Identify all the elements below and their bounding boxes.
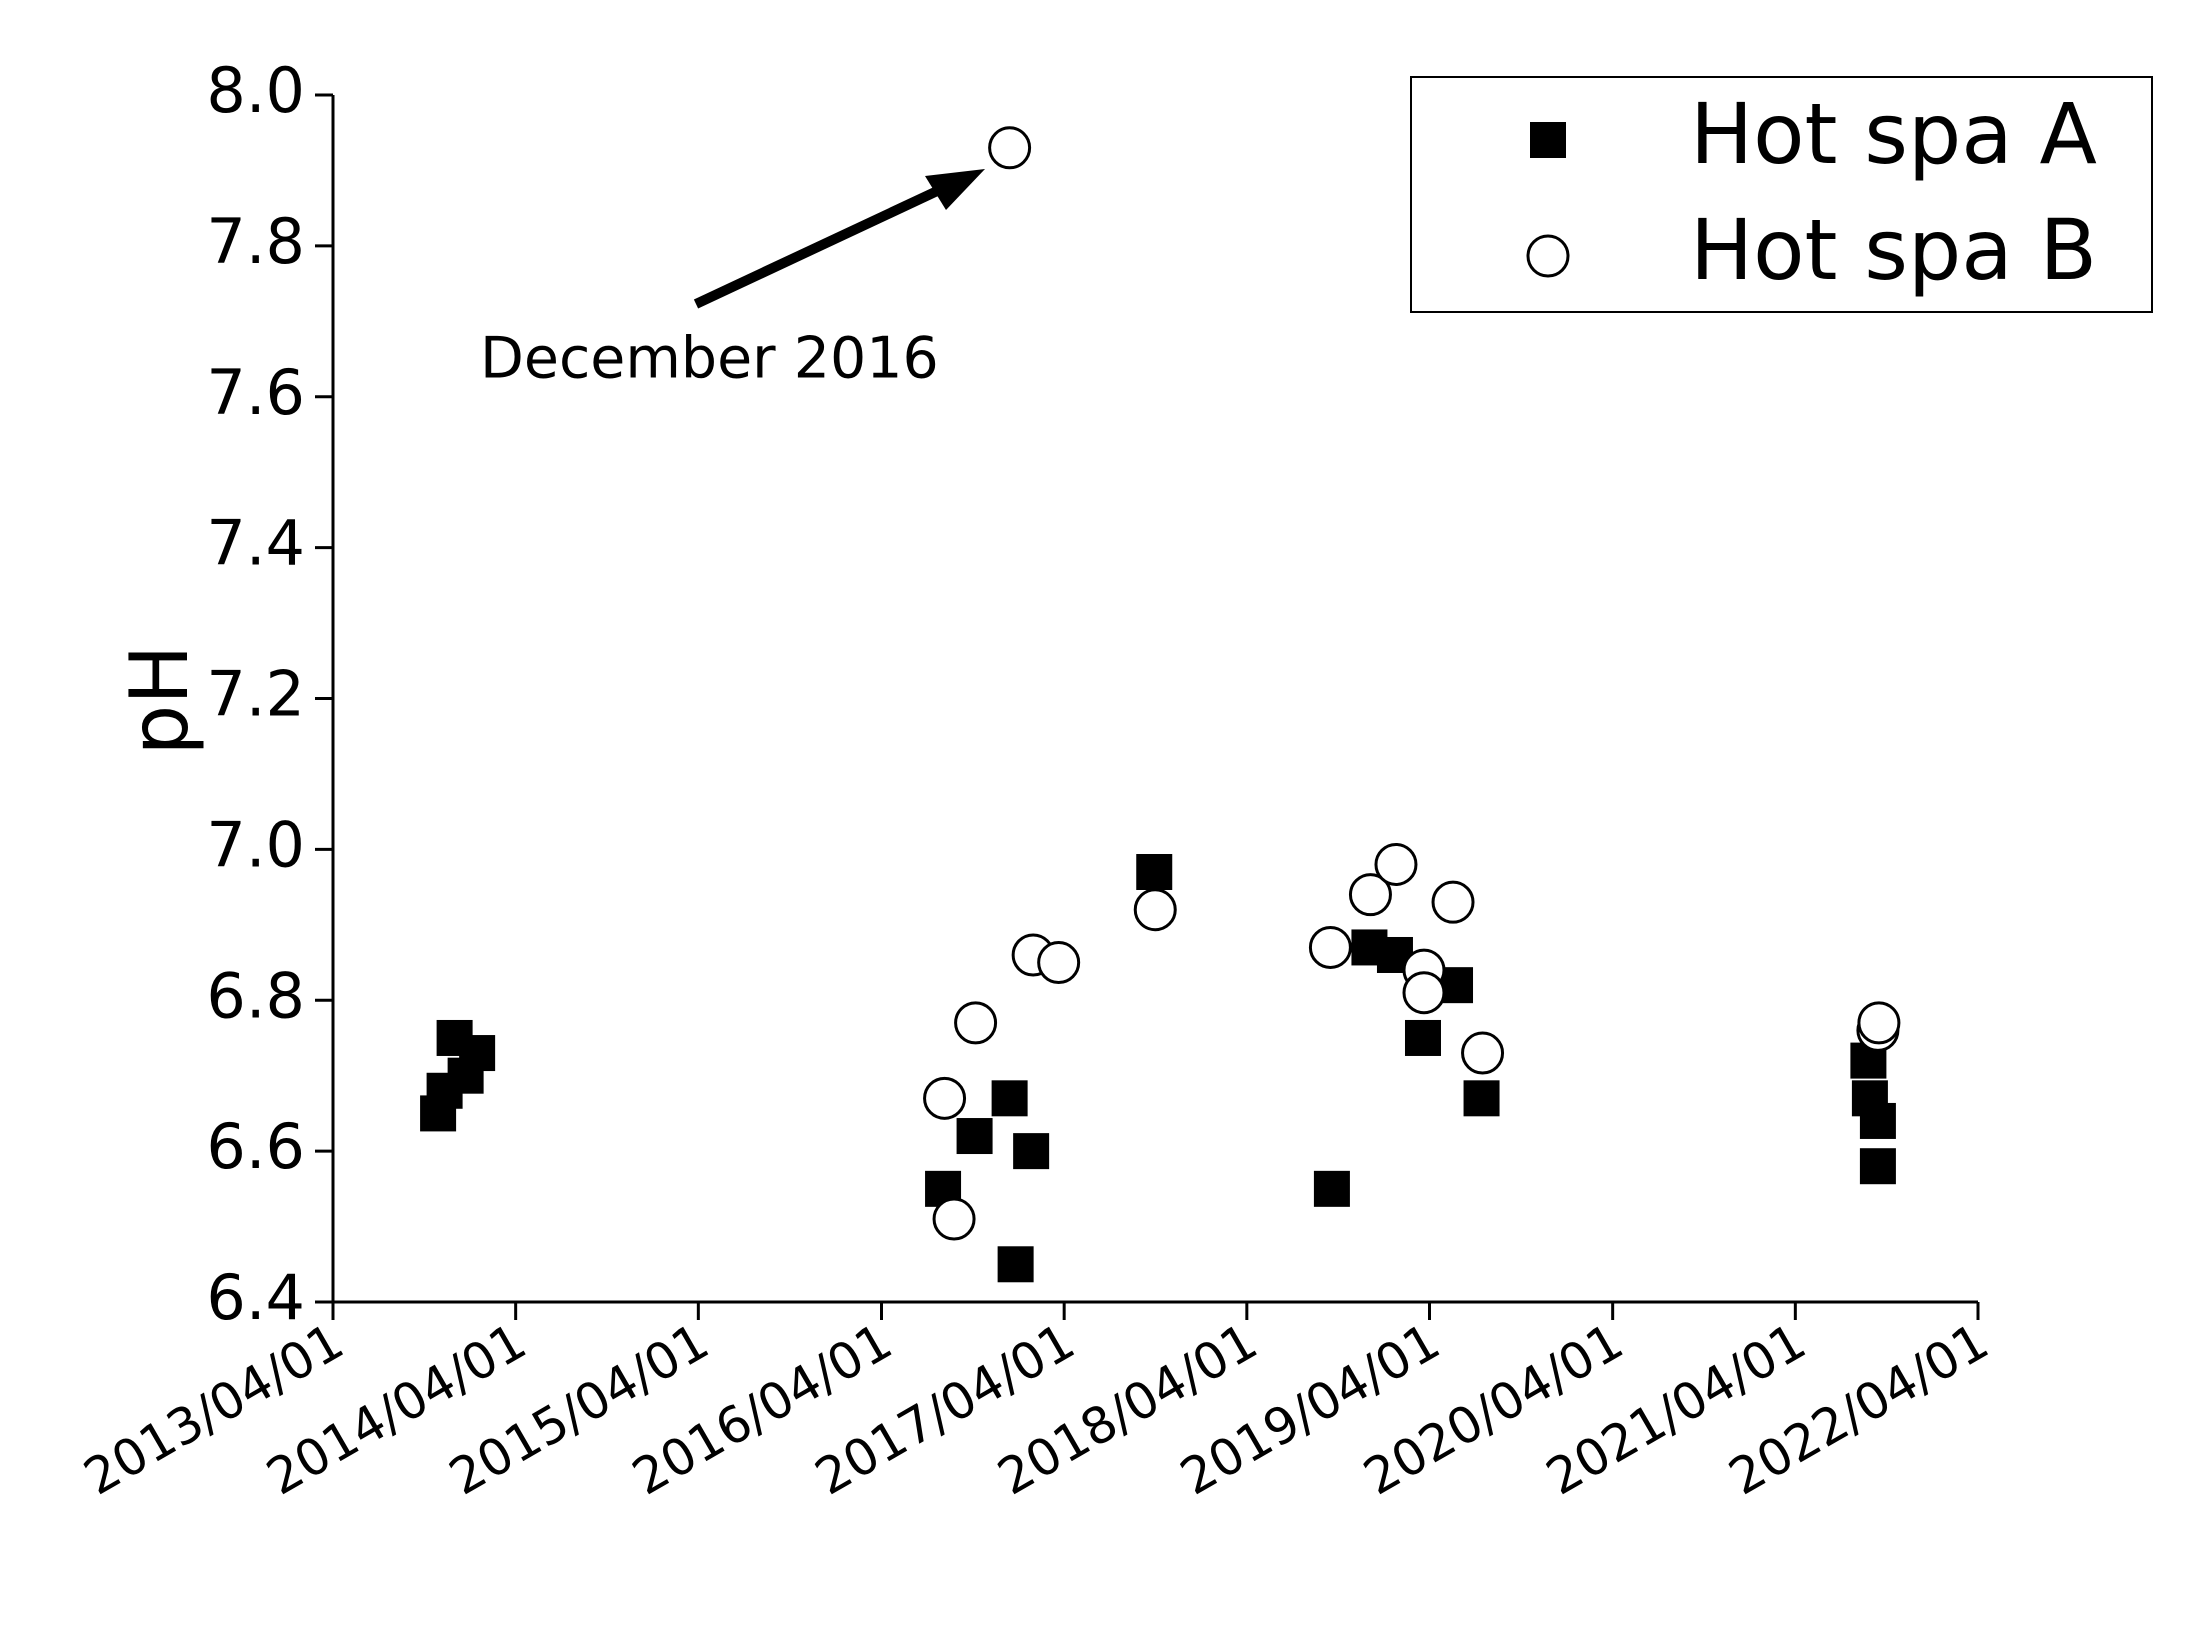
y-tick-label: 7.0 [206,808,305,881]
point [1857,1001,1901,1045]
point [1313,1170,1350,1207]
point [1037,941,1081,985]
point [988,126,1032,170]
point [1374,842,1418,886]
legend [1410,76,2153,313]
point [1402,971,1446,1015]
point [954,1001,998,1045]
point [991,1080,1028,1117]
annotation: December 2016 [480,326,939,392]
point [956,1118,993,1155]
point [932,1197,976,1241]
y-tick-label: 7.8 [206,205,305,278]
y-tick-label: 6.6 [206,1110,305,1183]
y-tick-label: 7.4 [206,507,305,580]
legend-label: Hot spa B [1690,201,2097,299]
point [1859,1102,1896,1139]
point [1348,873,1392,917]
point [1463,1080,1500,1117]
y-tick-label: 6.4 [206,1261,305,1334]
point [997,1246,1034,1283]
point [1136,854,1173,891]
annotation-arrowhead [925,169,985,210]
point [1859,1148,1896,1185]
point [1404,1019,1441,1056]
y-tick-label: 7.2 [206,658,305,731]
point [1461,1031,1505,1075]
point [923,1076,967,1120]
legend-marker [1530,122,1566,158]
point [459,1035,496,1072]
annotation-arrow [693,180,953,309]
y-tick-label: 8.0 [206,54,305,127]
point [1308,925,1352,969]
point [1431,880,1475,924]
legend-marker [1526,234,1570,278]
y-axis-label: pH [113,645,206,756]
legend-label: Hot spa A [1690,85,2097,183]
point [1133,888,1177,932]
point [1013,1133,1050,1170]
y-tick-label: 7.6 [206,356,305,429]
y-tick-label: 6.8 [206,959,305,1032]
